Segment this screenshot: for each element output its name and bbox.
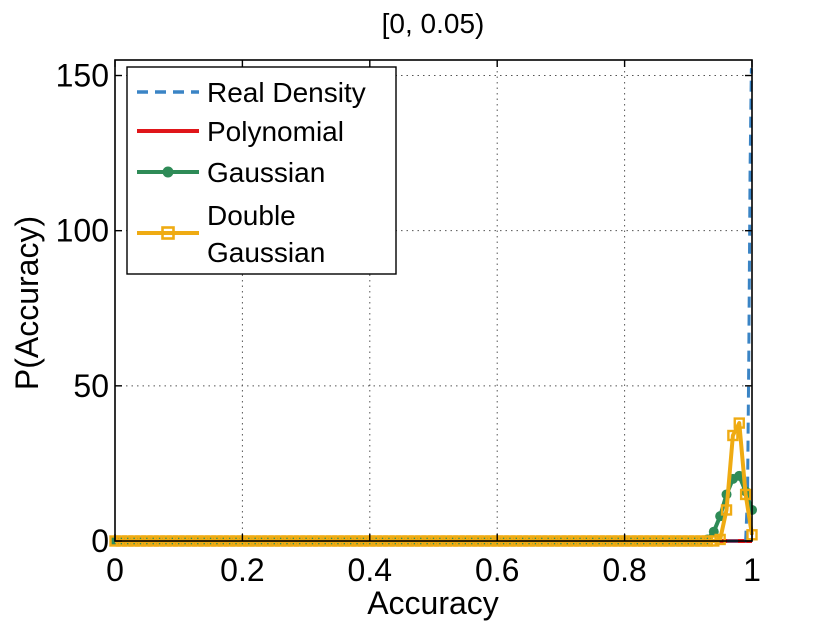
y-tick-label: 100 [56, 213, 109, 249]
y-axis-label: P(Accuracy) [9, 216, 45, 390]
x-tick-label: 0.2 [220, 552, 264, 588]
point-double-gaussian [739, 488, 752, 501]
legend: Real Density Polynomial Gaussian Double Gaus… [126, 66, 397, 275]
series-gaussian [110, 470, 757, 546]
legend-label-polynomial: Polynomial [207, 116, 344, 147]
series-line-gaussian [115, 473, 754, 543]
y-tick-label: 150 [56, 58, 109, 94]
legend-label-real-density: Real Density [207, 77, 366, 108]
point-double-gaussian [720, 504, 733, 516]
x-tick-label: 0 [106, 552, 124, 588]
x-tick-label: 0.6 [475, 552, 519, 588]
x-axis-label: Accuracy [367, 585, 499, 621]
legend-marker-double-gaussian [161, 226, 175, 240]
ticks: 0 0.2 0.4 0.6 0.8 1 0 50 100 150 [56, 58, 761, 588]
x-tick-label: 0.4 [348, 552, 392, 588]
chart-title: [0, 0.05) [382, 8, 485, 39]
legend-label-gaussian: Gaussian [207, 157, 325, 188]
series-real-density [115, 67, 753, 543]
y-tick-label: 0 [91, 523, 109, 559]
point-double-gaussian [727, 429, 739, 442]
legend-marker-gaussian [162, 166, 174, 178]
x-tick-label: 0.8 [602, 552, 646, 588]
point-double-gaussian [733, 417, 745, 429]
series-line-double-gaussian [115, 421, 754, 543]
legend-label-double-gaussian: Double Gaussian [207, 200, 325, 268]
x-tick-label: 1 [743, 552, 761, 588]
point-double-gaussian [714, 533, 726, 546]
series-line-real-density [115, 67, 753, 543]
y-tick-label: 50 [73, 368, 109, 404]
plot-frame [114, 59, 753, 542]
series-double-gaussian [109, 417, 758, 547]
